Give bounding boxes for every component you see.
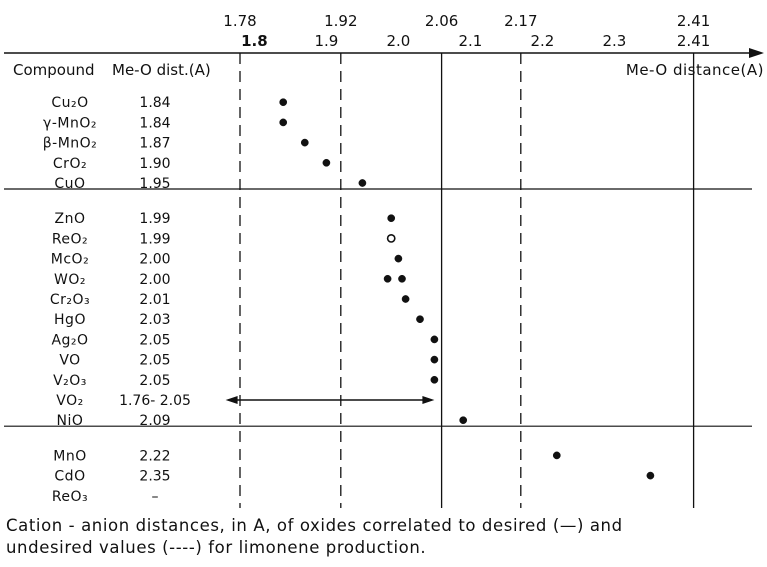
x-tick-label: 2.2	[530, 32, 554, 50]
data-point	[322, 158, 331, 167]
distance-value: 1.90	[139, 156, 170, 172]
compound-label: McO₂	[51, 252, 89, 268]
compound-label: CdO	[54, 469, 85, 485]
reference-line-labels: 1.78 1.92 2.06 2.17 2.41	[223, 12, 710, 30]
x-axis-arrowhead	[749, 48, 764, 58]
data-point	[383, 274, 392, 283]
data-point	[401, 295, 410, 303]
distance-value: 1.99	[139, 211, 170, 227]
distance-value: 1.99	[139, 231, 170, 247]
x-tick-label: 1.8	[241, 32, 268, 50]
data-point	[398, 274, 406, 283]
compound-label: CuO	[54, 176, 85, 192]
distance-value: 2.00	[139, 272, 170, 288]
tick-labels: 1.8 1.9 2.0 2.1 2.2 2.3 2.41	[241, 32, 710, 50]
caption-line-2: undesired values (----) for limonene pro…	[6, 538, 427, 557]
distance-value: 1.95	[139, 176, 170, 192]
data-point	[646, 471, 655, 480]
x-tick-label: 2.3	[602, 32, 626, 50]
data-points	[225, 98, 655, 480]
compound-label: NiO	[57, 413, 84, 429]
data-point	[279, 98, 288, 107]
distance-value: 1.84	[139, 115, 170, 131]
x-tick-label: 2.0	[386, 32, 410, 50]
distance-value: 2.05	[139, 373, 170, 389]
compound-label: VO₂	[56, 393, 83, 409]
distance-value: 2.03	[139, 312, 170, 328]
data-point	[300, 138, 309, 147]
reference-line-label: 2.17	[504, 12, 537, 30]
figure-caption: Cation - anion distances, in A, of oxide…	[6, 515, 761, 559]
data-point	[279, 118, 288, 127]
distance-value: 1.84	[139, 95, 170, 111]
table-header-compound: Compound	[13, 61, 95, 79]
data-point	[430, 355, 439, 364]
data-point	[394, 254, 403, 263]
caption-line-1: Cation - anion distances, in A, of oxide…	[6, 516, 623, 535]
x-axis-label: Me-O distance(A)	[626, 61, 764, 79]
x-tick-label: 1.9	[314, 32, 338, 50]
distance-value: 2.00	[139, 252, 170, 268]
data-point	[459, 416, 468, 425]
data-point	[416, 315, 424, 324]
compound-label: ReO₂	[52, 231, 88, 247]
compound-label: V₂O₃	[53, 373, 87, 389]
table-rows: Cu₂O 1.84 γ-MnO₂ 1.84 β-MnO₂ 1.87 CrO₂ 1.90 CuO 1…	[43, 95, 191, 505]
compound-label: WO₂	[54, 272, 86, 288]
data-point	[430, 375, 439, 384]
reference-line-label: 2.41	[677, 12, 710, 30]
reference-line-label: 1.78	[223, 12, 256, 30]
x-axis	[4, 48, 764, 58]
compound-label: ZnO	[55, 211, 86, 227]
separators	[4, 188, 752, 427]
data-point	[387, 214, 396, 223]
distance-value: 2.01	[139, 292, 170, 308]
compound-label: CrO₂	[53, 156, 87, 172]
compound-label: Ag₂O	[51, 332, 88, 348]
data-point	[430, 335, 439, 344]
compound-label: Cr₂O₃	[50, 292, 90, 308]
distance-value: 2.22	[139, 448, 170, 464]
compound-label: β-MnO₂	[43, 136, 98, 152]
distance-value: 2.09	[139, 413, 170, 429]
reference-line-label: 2.06	[425, 12, 458, 30]
compound-label: γ-MnO₂	[43, 115, 97, 131]
data-point	[358, 179, 367, 187]
range-arrowhead-left	[225, 396, 238, 404]
compound-label: HgO	[54, 312, 86, 328]
distance-value: –	[152, 489, 159, 505]
range-arrowhead-right	[422, 396, 435, 404]
compound-label: ReO₃	[52, 489, 88, 505]
x-tick-label: 2.1	[458, 32, 482, 50]
reference-lines	[239, 53, 695, 508]
x-tick-label: 2.41	[677, 32, 710, 50]
reference-line-label: 1.92	[324, 12, 357, 30]
distance-value: 2.35	[139, 469, 170, 485]
distance-value: 1.76- 2.05	[119, 393, 191, 409]
compound-label: Cu₂O	[51, 95, 88, 111]
table-header-distance: Me-O dist.(A)	[112, 61, 211, 79]
compound-label: MnO	[53, 448, 86, 464]
distance-value: 2.05	[139, 332, 170, 348]
data-point	[386, 233, 396, 243]
compound-label: VO	[59, 353, 80, 369]
distance-value: 1.87	[139, 136, 170, 152]
data-point	[552, 451, 561, 460]
distance-value: 2.05	[139, 353, 170, 369]
